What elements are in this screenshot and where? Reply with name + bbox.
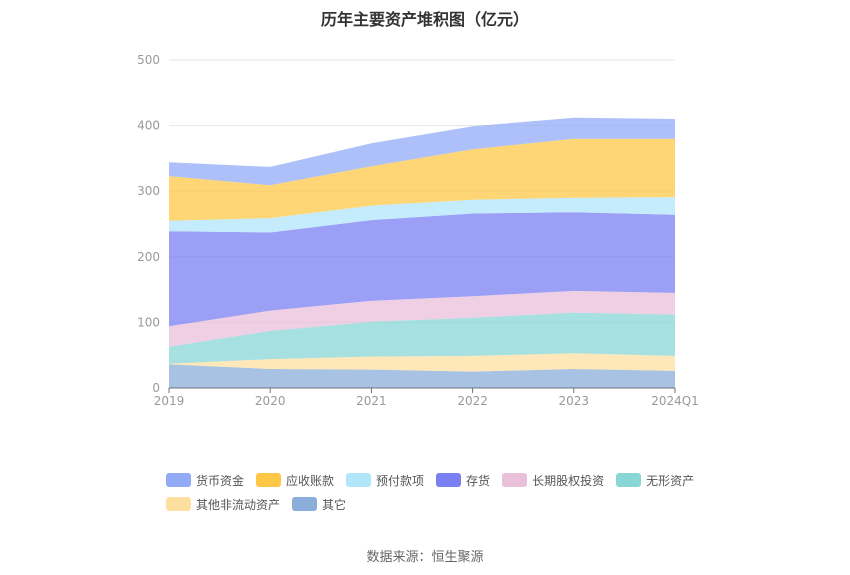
y-tick-label: 200 xyxy=(137,250,160,264)
x-tick-label: 2022 xyxy=(457,394,488,408)
x-tick-label: 2019 xyxy=(154,394,185,408)
legend-label: 其它 xyxy=(322,497,347,512)
x-tick-label: 2020 xyxy=(255,394,286,408)
y-tick-label: 0 xyxy=(152,381,160,395)
legend-swatch xyxy=(166,497,191,511)
legend-swatch xyxy=(292,497,318,511)
legend-item[interactable]: 应收账款 xyxy=(256,472,334,488)
legend-swatch xyxy=(502,473,528,487)
legend-item[interactable]: 无形资产 xyxy=(616,472,694,488)
legend-swatch xyxy=(346,473,372,487)
area-series xyxy=(169,312,675,364)
y-tick-label: 100 xyxy=(137,315,160,329)
legend-label: 货币资金 xyxy=(196,473,245,488)
x-tick-label: 2021 xyxy=(356,394,387,408)
area-series xyxy=(169,212,675,327)
legend-item[interactable]: 其它 xyxy=(292,496,346,512)
legend-label: 预付款项 xyxy=(376,473,425,488)
area-series xyxy=(169,364,675,388)
legend-item[interactable]: 货币资金 xyxy=(166,472,244,488)
legend-swatch xyxy=(616,473,642,487)
legend-swatch xyxy=(436,473,462,487)
legend-label: 应收账款 xyxy=(286,473,335,488)
legend-label: 存货 xyxy=(466,473,491,488)
y-tick-label: 300 xyxy=(137,184,160,198)
legend-item[interactable]: 预付款项 xyxy=(346,472,424,488)
chart-title: 历年主要资产堆积图（亿元） xyxy=(320,10,529,29)
area-series xyxy=(169,197,675,233)
x-tick-label: 2024Q1 xyxy=(651,394,699,408)
x-tick-label: 2023 xyxy=(559,394,590,408)
area-series xyxy=(169,138,675,221)
chart-legend: 货币资金 应收账款 预付款项 存货 长期股权投资 无形资产其他非流动资产 其它 xyxy=(166,472,726,512)
data-source: 数据来源：恒生聚源 xyxy=(366,550,484,565)
legend-item[interactable]: 长期股权投资 xyxy=(502,472,604,488)
legend-item[interactable]: 其他非流动资产 xyxy=(166,496,280,512)
legend-swatch xyxy=(166,473,191,487)
y-tick-label: 400 xyxy=(137,119,160,133)
legend-swatch xyxy=(256,473,282,487)
area-series xyxy=(169,117,675,186)
legend-label: 其他非流动资产 xyxy=(196,497,281,512)
legend-item[interactable]: 存货 xyxy=(436,472,490,488)
legend-label: 无形资产 xyxy=(646,473,695,488)
y-tick-label: 500 xyxy=(137,53,160,67)
legend-label: 长期股权投资 xyxy=(532,473,605,488)
area-series xyxy=(169,290,675,347)
area-series xyxy=(169,353,675,372)
